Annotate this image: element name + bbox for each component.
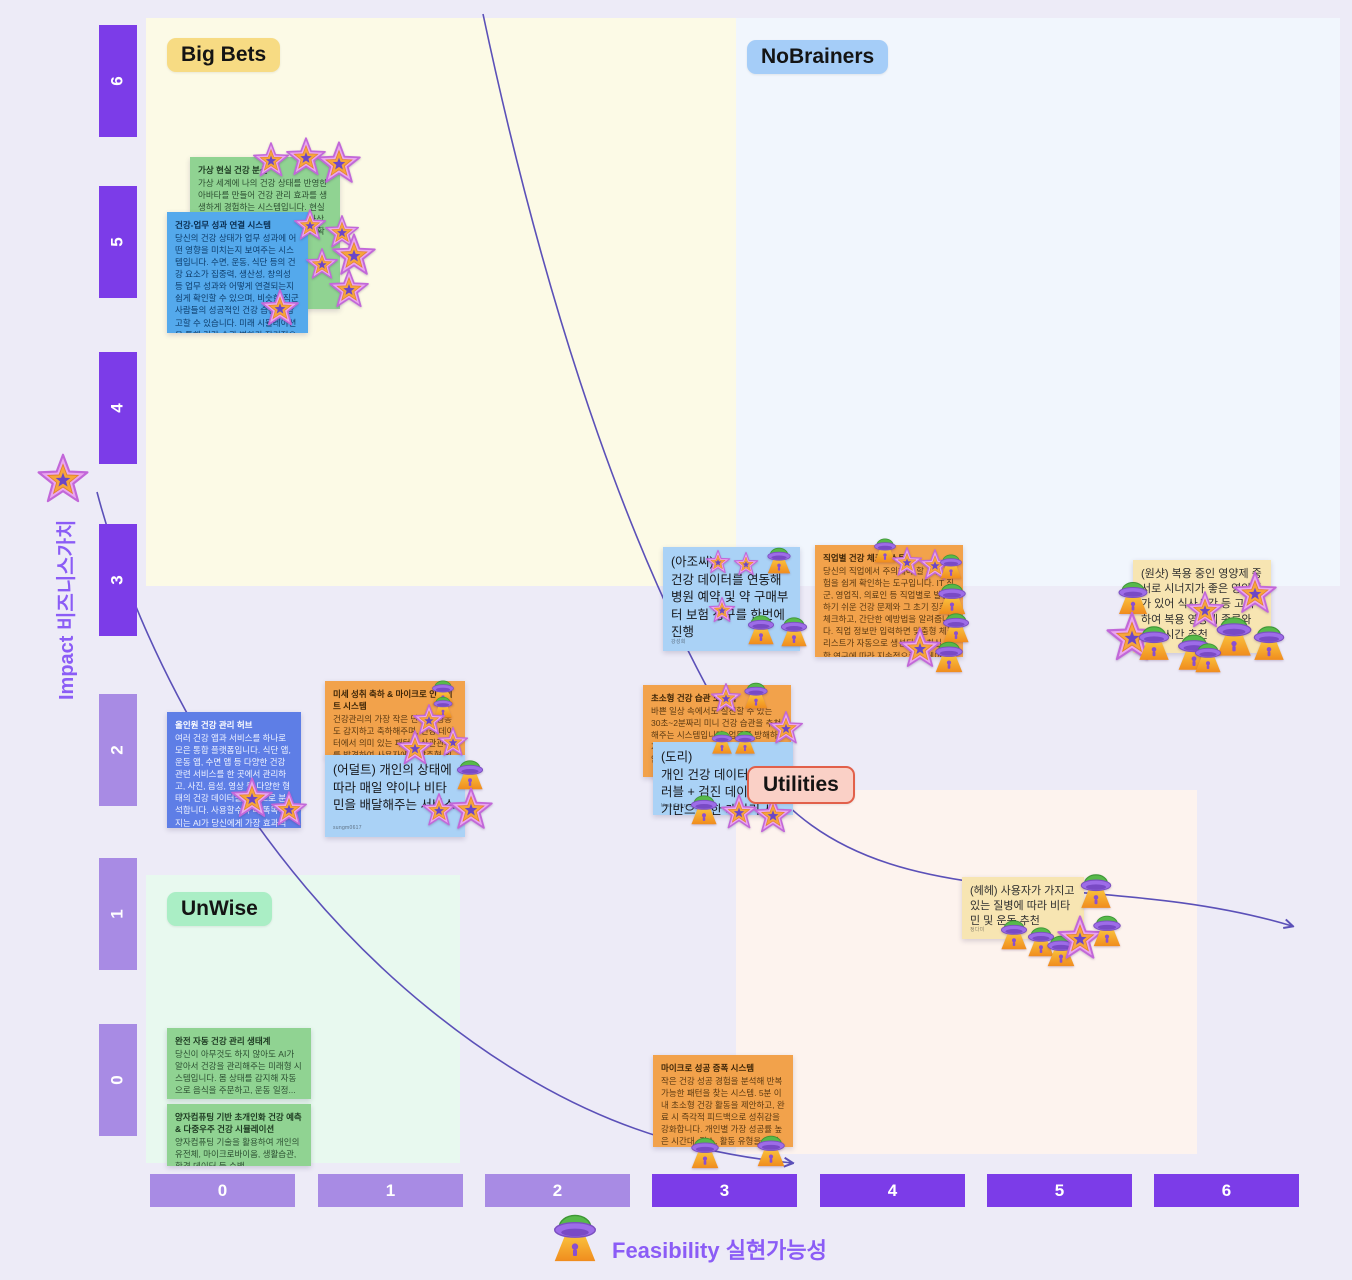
y-tick-5[interactable]: 5 bbox=[99, 186, 137, 298]
quadrant-label-nobrainers[interactable]: NoBrainers bbox=[747, 40, 889, 74]
ufo-icon[interactable] bbox=[686, 1132, 724, 1170]
star-icon[interactable] bbox=[705, 549, 731, 575]
sticky-note-quantum-sim[interactable]: 양자컴퓨팅 기반 초개인화 건강 예측 & 다중우주 건강 시뮬레이션 양자컴퓨… bbox=[167, 1104, 311, 1166]
y-tick-0[interactable]: 0 bbox=[99, 1024, 137, 1136]
sticky-note-adult[interactable]: (어덜트) 개인의 상태에 따라 매일 약이나 비타민을 배달해주는 서비스 s… bbox=[325, 755, 465, 837]
star-icon[interactable] bbox=[708, 596, 736, 624]
x-tick-2[interactable]: 2 bbox=[485, 1174, 630, 1207]
x-tick-5[interactable]: 5 bbox=[987, 1174, 1132, 1207]
y-tick-4[interactable]: 4 bbox=[99, 352, 137, 464]
x-tick-1[interactable]: 1 bbox=[318, 1174, 463, 1207]
x-axis-label: Feasibility 실현가능성 bbox=[612, 1238, 827, 1263]
ufo-icon[interactable] bbox=[930, 636, 968, 674]
star-icon[interactable] bbox=[328, 268, 370, 310]
y-axis-label: Impact 비즈니스가치 bbox=[56, 519, 78, 700]
x-tick-0[interactable]: 0 bbox=[150, 1174, 295, 1207]
y-tick-1[interactable]: 1 bbox=[99, 858, 137, 970]
quadrant-label-unwise[interactable]: UnWise bbox=[167, 892, 272, 926]
quadrant-label-utilities[interactable]: Utilities bbox=[747, 766, 855, 804]
star-icon[interactable] bbox=[710, 682, 742, 714]
star-icon[interactable] bbox=[396, 729, 434, 767]
ufo-icon[interactable] bbox=[743, 610, 779, 646]
star-icon[interactable] bbox=[437, 726, 469, 758]
star-icon[interactable] bbox=[270, 790, 308, 828]
star-icon[interactable] bbox=[448, 786, 494, 832]
ufo-icon[interactable] bbox=[1088, 910, 1126, 948]
star-icon[interactable] bbox=[260, 288, 300, 328]
sticky-note-auto-ecosystem[interactable]: 완전 자동 건강 관리 생태계 당신이 아무것도 하지 않아도 AI가 알아서 … bbox=[167, 1028, 311, 1099]
y-tick-3[interactable]: 3 bbox=[99, 524, 137, 636]
quadrant-area-utilities bbox=[736, 790, 1197, 1154]
impact-star-icon[interactable] bbox=[36, 452, 90, 506]
star-icon[interactable] bbox=[230, 776, 274, 820]
star-icon[interactable] bbox=[316, 140, 362, 186]
ufo-icon[interactable] bbox=[776, 612, 812, 648]
ufo-icon[interactable] bbox=[731, 727, 759, 755]
ufo-icon[interactable] bbox=[740, 678, 772, 710]
star-icon[interactable] bbox=[768, 710, 804, 746]
feasibility-ufo-icon[interactable] bbox=[546, 1206, 604, 1264]
ufo-icon[interactable] bbox=[1075, 868, 1117, 910]
y-tick-6[interactable]: 6 bbox=[99, 25, 137, 137]
ufo-icon[interactable] bbox=[763, 543, 795, 575]
quadrant-label-big-bets[interactable]: Big Bets bbox=[167, 38, 281, 72]
quadrant-area-nobrainers bbox=[736, 18, 1340, 586]
x-tick-4[interactable]: 4 bbox=[820, 1174, 965, 1207]
ufo-icon[interactable] bbox=[1190, 638, 1226, 674]
ufo-icon[interactable] bbox=[686, 790, 722, 826]
sticky-note-micro-success-amp[interactable]: 마이크로 성공 증폭 시스템 작은 건강 성공 경험을 분석해 반복 가능한 패… bbox=[653, 1055, 793, 1147]
x-tick-6[interactable]: 6 bbox=[1154, 1174, 1299, 1207]
x-tick-3[interactable]: 3 bbox=[652, 1174, 797, 1207]
ufo-icon[interactable] bbox=[936, 550, 966, 580]
ufo-icon[interactable] bbox=[752, 1130, 790, 1168]
star-icon[interactable] bbox=[733, 551, 759, 577]
ufo-icon[interactable] bbox=[1248, 620, 1290, 662]
y-tick-2[interactable]: 2 bbox=[99, 694, 137, 806]
ufo-icon[interactable] bbox=[1133, 620, 1175, 662]
star-icon[interactable] bbox=[293, 208, 327, 242]
